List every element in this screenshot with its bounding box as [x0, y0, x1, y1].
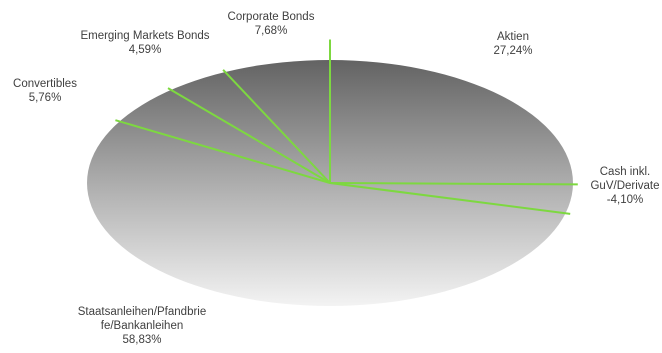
slice-label-corporate-bonds: Corporate Bonds 7,68% [216, 10, 326, 38]
slice-label-staatsanleihen: Staatsanleihen/Pfandbrie fe/Bankanleihen… [62, 305, 222, 347]
slice-name: Emerging Markets Bonds [80, 30, 210, 42]
slice-value: 4,59% [128, 44, 162, 56]
slice-separator-line [329, 182, 571, 215]
slice-value: 7,68% [254, 25, 288, 37]
slice-value: 58,83% [122, 334, 162, 346]
slice-separator-line [167, 87, 331, 184]
slice-label-emerging-markets: Emerging Markets Bonds 4,59% [72, 29, 218, 57]
slice-separators [115, 39, 578, 215]
slice-label-convertibles: Convertibles 5,76% [0, 77, 90, 105]
slice-label-aktien: Aktien 27,24% [468, 30, 558, 58]
slice-name: Convertibles [13, 78, 77, 90]
slice-label-cash: Cash inkl. GuV/Derivate -4,10% [585, 165, 662, 207]
slice-name: fe/Bankanleihen [100, 320, 184, 332]
slice-separator-line [115, 119, 331, 184]
slice-separator-line [222, 69, 331, 184]
slice-name: Corporate Bonds [227, 11, 315, 23]
slice-name: GuV/Derivate [590, 180, 660, 192]
slice-name: Cash inkl. [599, 166, 651, 178]
slice-name: Aktien [497, 31, 529, 43]
slice-value: -4,10% [606, 194, 644, 206]
slice-value: 5,76% [28, 92, 62, 104]
slice-name: Staatsanleihen/Pfandbrie [77, 306, 207, 318]
slice-separator-line [329, 182, 578, 186]
slice-value: 27,24% [493, 45, 533, 57]
